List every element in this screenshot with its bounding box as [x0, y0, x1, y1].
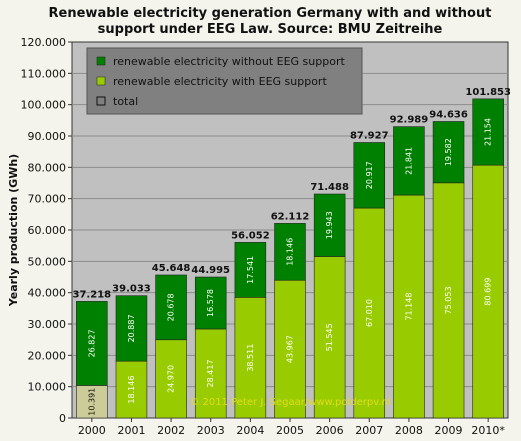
legend-swatch-total: [96, 96, 106, 106]
bar-with-eeg: [234, 297, 267, 419]
segment-label-with-eeg: 24.970: [167, 365, 176, 393]
segment-label-without-eeg: 18.146: [286, 238, 295, 266]
y-tick-label: 60.000: [28, 224, 67, 237]
chart-title-line-1: Renewable electricity generation Germany…: [49, 6, 492, 21]
total-label: 62.112: [271, 211, 310, 222]
segment-label-with-eeg: 75.053: [444, 286, 453, 314]
segment-label-without-eeg: 16.578: [206, 289, 215, 317]
bar-without-eeg: [353, 142, 386, 209]
segment-label-with-eeg: 51.545: [325, 323, 334, 351]
total-label: 94.636: [429, 109, 468, 120]
segment-label-without-eeg: 21.154: [484, 118, 493, 146]
y-tick-label: 100.000: [21, 99, 67, 112]
total-label: 39.033: [112, 284, 151, 295]
segment-label-without-eeg: 20.887: [127, 314, 136, 342]
legend: renewable electricity without EEG suppor…: [86, 47, 363, 115]
x-tick-label: 2002: [157, 424, 185, 437]
segment-label-with-eeg: 80.699: [484, 278, 493, 306]
bar-without-eeg: [76, 301, 108, 386]
y-tick-label: 110.000: [21, 67, 67, 80]
segment-label-without-eeg: 26.827: [87, 329, 96, 357]
bar-labels: 10.391 26.827 37.218 18.146 20.887 39.033 24.9…: [73, 87, 511, 416]
y-axis-label: Yearly production (GWh): [7, 154, 20, 307]
bar-without-eeg: [155, 274, 187, 341]
segment-label-without-eeg: 21.841: [404, 147, 413, 175]
segment-label-with-eeg: 43.967: [286, 335, 295, 363]
legend-label-with-eeg: renewable electricity with EEG support: [113, 75, 327, 88]
segment-label-without-eeg: 20.678: [167, 293, 176, 321]
legend-swatch-without-eeg: [96, 56, 106, 66]
total-label: 92.989: [390, 115, 429, 126]
bar-with-eeg: [155, 339, 187, 419]
total-label: 44.995: [191, 265, 230, 276]
x-tick-label: 2003: [197, 424, 225, 437]
x-tick-label: 2004: [236, 424, 264, 437]
y-tick-label: 30.000: [28, 318, 67, 331]
legend-label-without-eeg: renewable electricity without EEG suppor…: [113, 55, 345, 68]
y-axis-ticks: 0 10.000 20.000 30.000 40.000 50.000 60.000 70.…: [21, 36, 72, 425]
x-tick-label: 2006: [316, 424, 344, 437]
bar-without-eeg: [115, 295, 148, 362]
segment-label-with-eeg: 28.417: [206, 359, 215, 387]
y-tick-label: 0: [59, 412, 66, 425]
y-tick-label: 90.000: [28, 130, 67, 143]
x-tick-label: 2005: [276, 424, 304, 437]
bar-without-eeg: [234, 242, 267, 298]
x-tick-label: 2010*: [471, 424, 505, 437]
bar-without-eeg: [313, 193, 346, 257]
bar-with-eeg: [432, 182, 465, 419]
x-tick-label: 2009: [435, 424, 463, 437]
segment-label-without-eeg: 17.541: [246, 256, 255, 284]
x-tick-label: 2001: [117, 424, 145, 437]
y-tick-label: 50.000: [28, 255, 67, 268]
y-tick-label: 40.000: [28, 287, 67, 300]
segment-label-with-eeg: 10.391: [87, 388, 96, 416]
y-tick-label: 70.000: [28, 193, 67, 206]
y-tick-label: 20.000: [28, 349, 67, 362]
bar-with-eeg: [313, 256, 346, 419]
bar-with-eeg: [274, 279, 306, 419]
segment-label-without-eeg: 20.917: [365, 161, 374, 189]
bar-with-eeg: [194, 328, 227, 419]
bar-without-eeg: [393, 126, 425, 196]
x-axis-ticks: 2000 2001 2002 2003 2004 2005 2006 2007 2008 2009…: [78, 418, 505, 437]
legend-swatch-with-eeg: [96, 76, 106, 86]
x-tick-label: 2000: [78, 424, 106, 437]
legend-box: [86, 47, 363, 115]
y-tick-label: 10.000: [28, 381, 67, 394]
bar-without-eeg: [432, 121, 465, 184]
total-label: 37.218: [73, 289, 112, 300]
legend-label-total: total: [113, 95, 138, 108]
bar-without-eeg: [472, 98, 504, 166]
total-label: 87.927: [350, 130, 389, 141]
segment-label-with-eeg: 38.511: [246, 344, 255, 372]
bar-with-eeg: [353, 207, 386, 419]
total-label: 56.052: [231, 230, 270, 241]
copyright-annotation: © 2011 Peter J. Segaar/www.polderpv.nl: [189, 397, 390, 408]
bar-with-eeg: [393, 194, 425, 419]
x-tick-label: 2007: [355, 424, 383, 437]
segment-label-without-eeg: 19.943: [325, 211, 334, 239]
segment-label-without-eeg: 19.582: [444, 138, 453, 166]
bar-with-eeg: [76, 385, 108, 419]
total-label: 101.853: [465, 87, 511, 98]
y-tick-label: 120.000: [21, 36, 67, 49]
segment-label-with-eeg: 67.010: [365, 299, 374, 327]
x-tick-label: 2008: [395, 424, 423, 437]
segment-label-with-eeg: 71.148: [404, 293, 413, 321]
bar-without-eeg: [194, 276, 227, 330]
total-label: 45.648: [152, 263, 191, 274]
total-label: 71.488: [310, 182, 349, 193]
bar-without-eeg: [274, 223, 306, 281]
segment-label-with-eeg: 18.146: [127, 376, 136, 404]
chart-title-line-2: support under EEG Law. Source: BMU Zeitr…: [98, 22, 443, 37]
y-tick-label: 80.000: [28, 161, 67, 174]
